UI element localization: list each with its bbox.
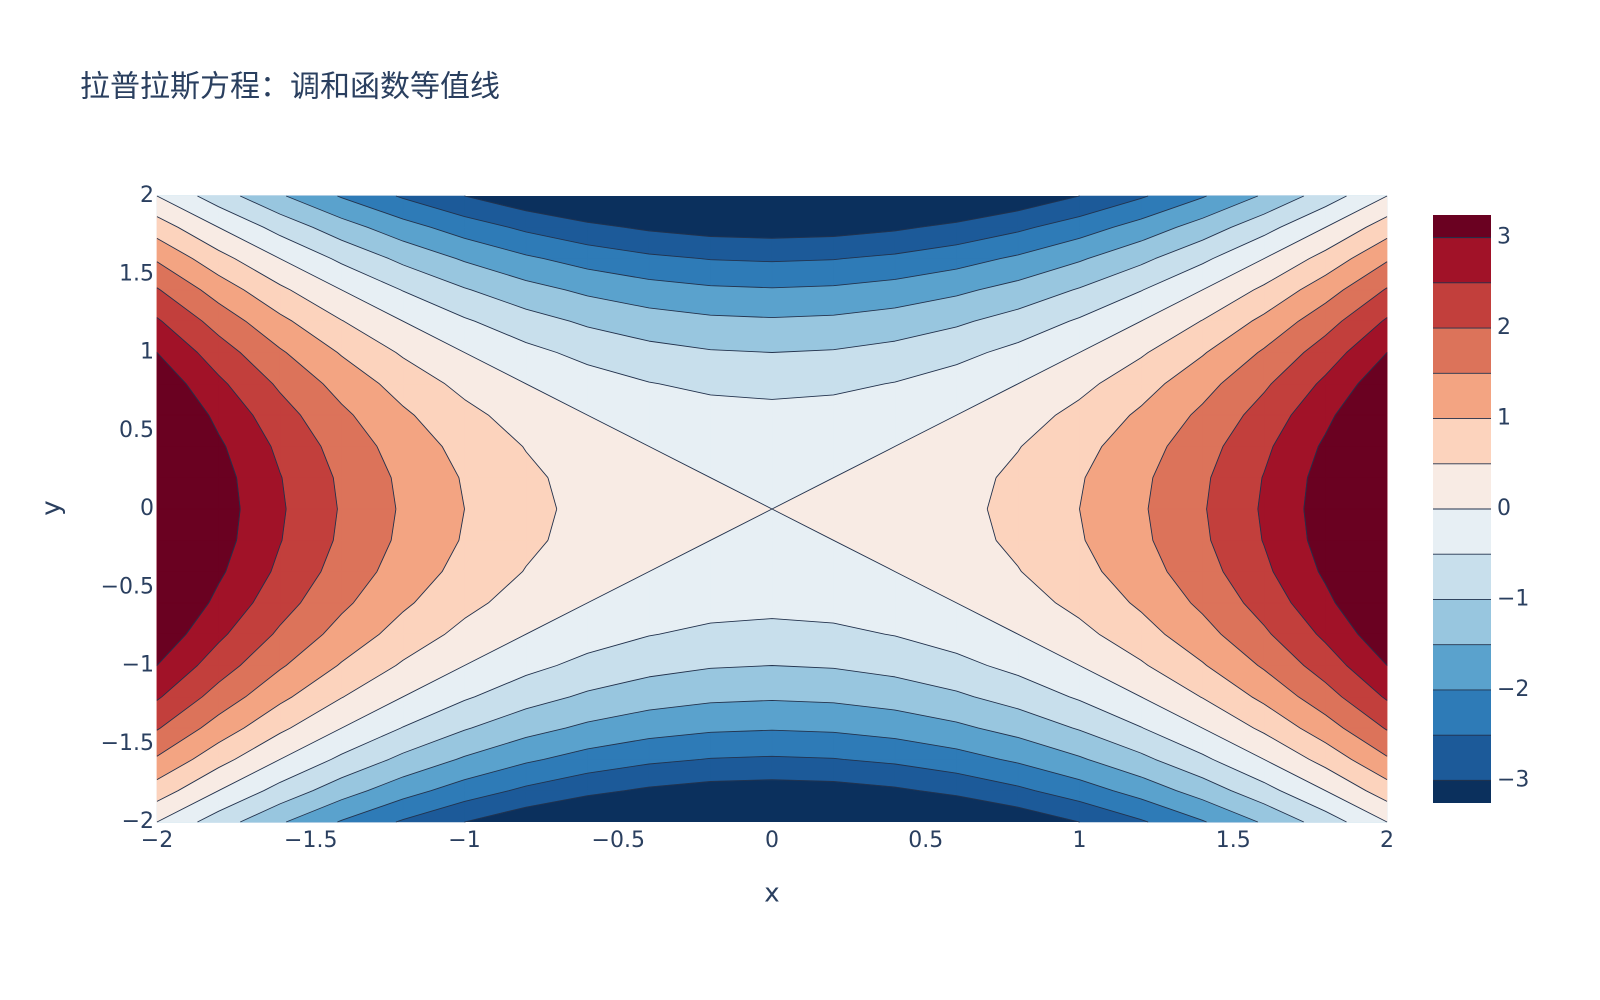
colorbar-tick-label: 0 [1497, 496, 1511, 521]
colorbar-band [1433, 373, 1491, 419]
x-tick-label: 0 [765, 828, 779, 853]
x-tick-label: 1.5 [1216, 828, 1251, 853]
contour-line [285, 195, 1259, 823]
y-tick-label: −2 [122, 809, 154, 834]
colorbar-band [1433, 780, 1491, 803]
x-tick-label: −1 [448, 828, 480, 853]
colorbar-tick-label: −2 [1497, 677, 1529, 702]
contour-line [156, 237, 1388, 781]
colorbar-band [1433, 644, 1491, 690]
y-tick-label: 1 [140, 340, 154, 365]
contour-line [395, 195, 1149, 823]
colorbar-band [1433, 599, 1491, 645]
contour-line [156, 261, 1388, 757]
x-tick-label: −0.5 [592, 828, 645, 853]
colorbar-band [1433, 689, 1491, 736]
colorbar-band [1433, 735, 1491, 781]
y-tick-label: −0.5 [101, 574, 154, 599]
colorbar-band [1433, 509, 1491, 555]
x-tick-label: 0.5 [908, 828, 943, 853]
x-tick-label: −2 [141, 828, 173, 853]
colorbar-tick-label: 3 [1497, 225, 1511, 250]
y-tick-label: −1 [122, 653, 154, 678]
contour-line [464, 195, 1080, 823]
y-tick-label: 0 [140, 496, 154, 521]
colorbar-band [1433, 463, 1491, 509]
colorbar-band [1433, 237, 1491, 283]
x-tick-label: 1 [1073, 828, 1087, 853]
y-tick-label: 2 [140, 183, 154, 208]
colorbar-band [1433, 554, 1491, 600]
colorbar-band [1433, 328, 1491, 374]
contour-line [197, 195, 1347, 823]
x-tick-label: −1.5 [284, 828, 337, 853]
colorbar-tick-label: 1 [1497, 406, 1511, 431]
contour-line [240, 195, 1304, 823]
y-tick-label: −1.5 [101, 731, 154, 756]
chart-title: 拉普拉斯方程：调和函数等值线 [80, 70, 500, 105]
y-axis-title: y [37, 500, 67, 515]
contour-line [156, 287, 1388, 731]
colorbar-band [1433, 215, 1491, 238]
contour-line [156, 352, 1388, 666]
colorbar-band [1433, 282, 1491, 329]
contour-line [337, 195, 1207, 823]
contour-line [156, 216, 1388, 802]
colorbar-tick-label: −3 [1497, 767, 1529, 792]
colorbar-band [1433, 418, 1491, 464]
contour-line [156, 317, 1388, 701]
y-tick-label: 1.5 [119, 261, 154, 286]
contour-line [156, 195, 1388, 823]
x-axis-title: x [764, 879, 779, 909]
colorbar-tick-label: 2 [1497, 315, 1511, 340]
y-tick-label: 0.5 [119, 418, 154, 443]
x-tick-label: 2 [1380, 828, 1394, 853]
colorbar-tick-label: −1 [1497, 586, 1529, 611]
